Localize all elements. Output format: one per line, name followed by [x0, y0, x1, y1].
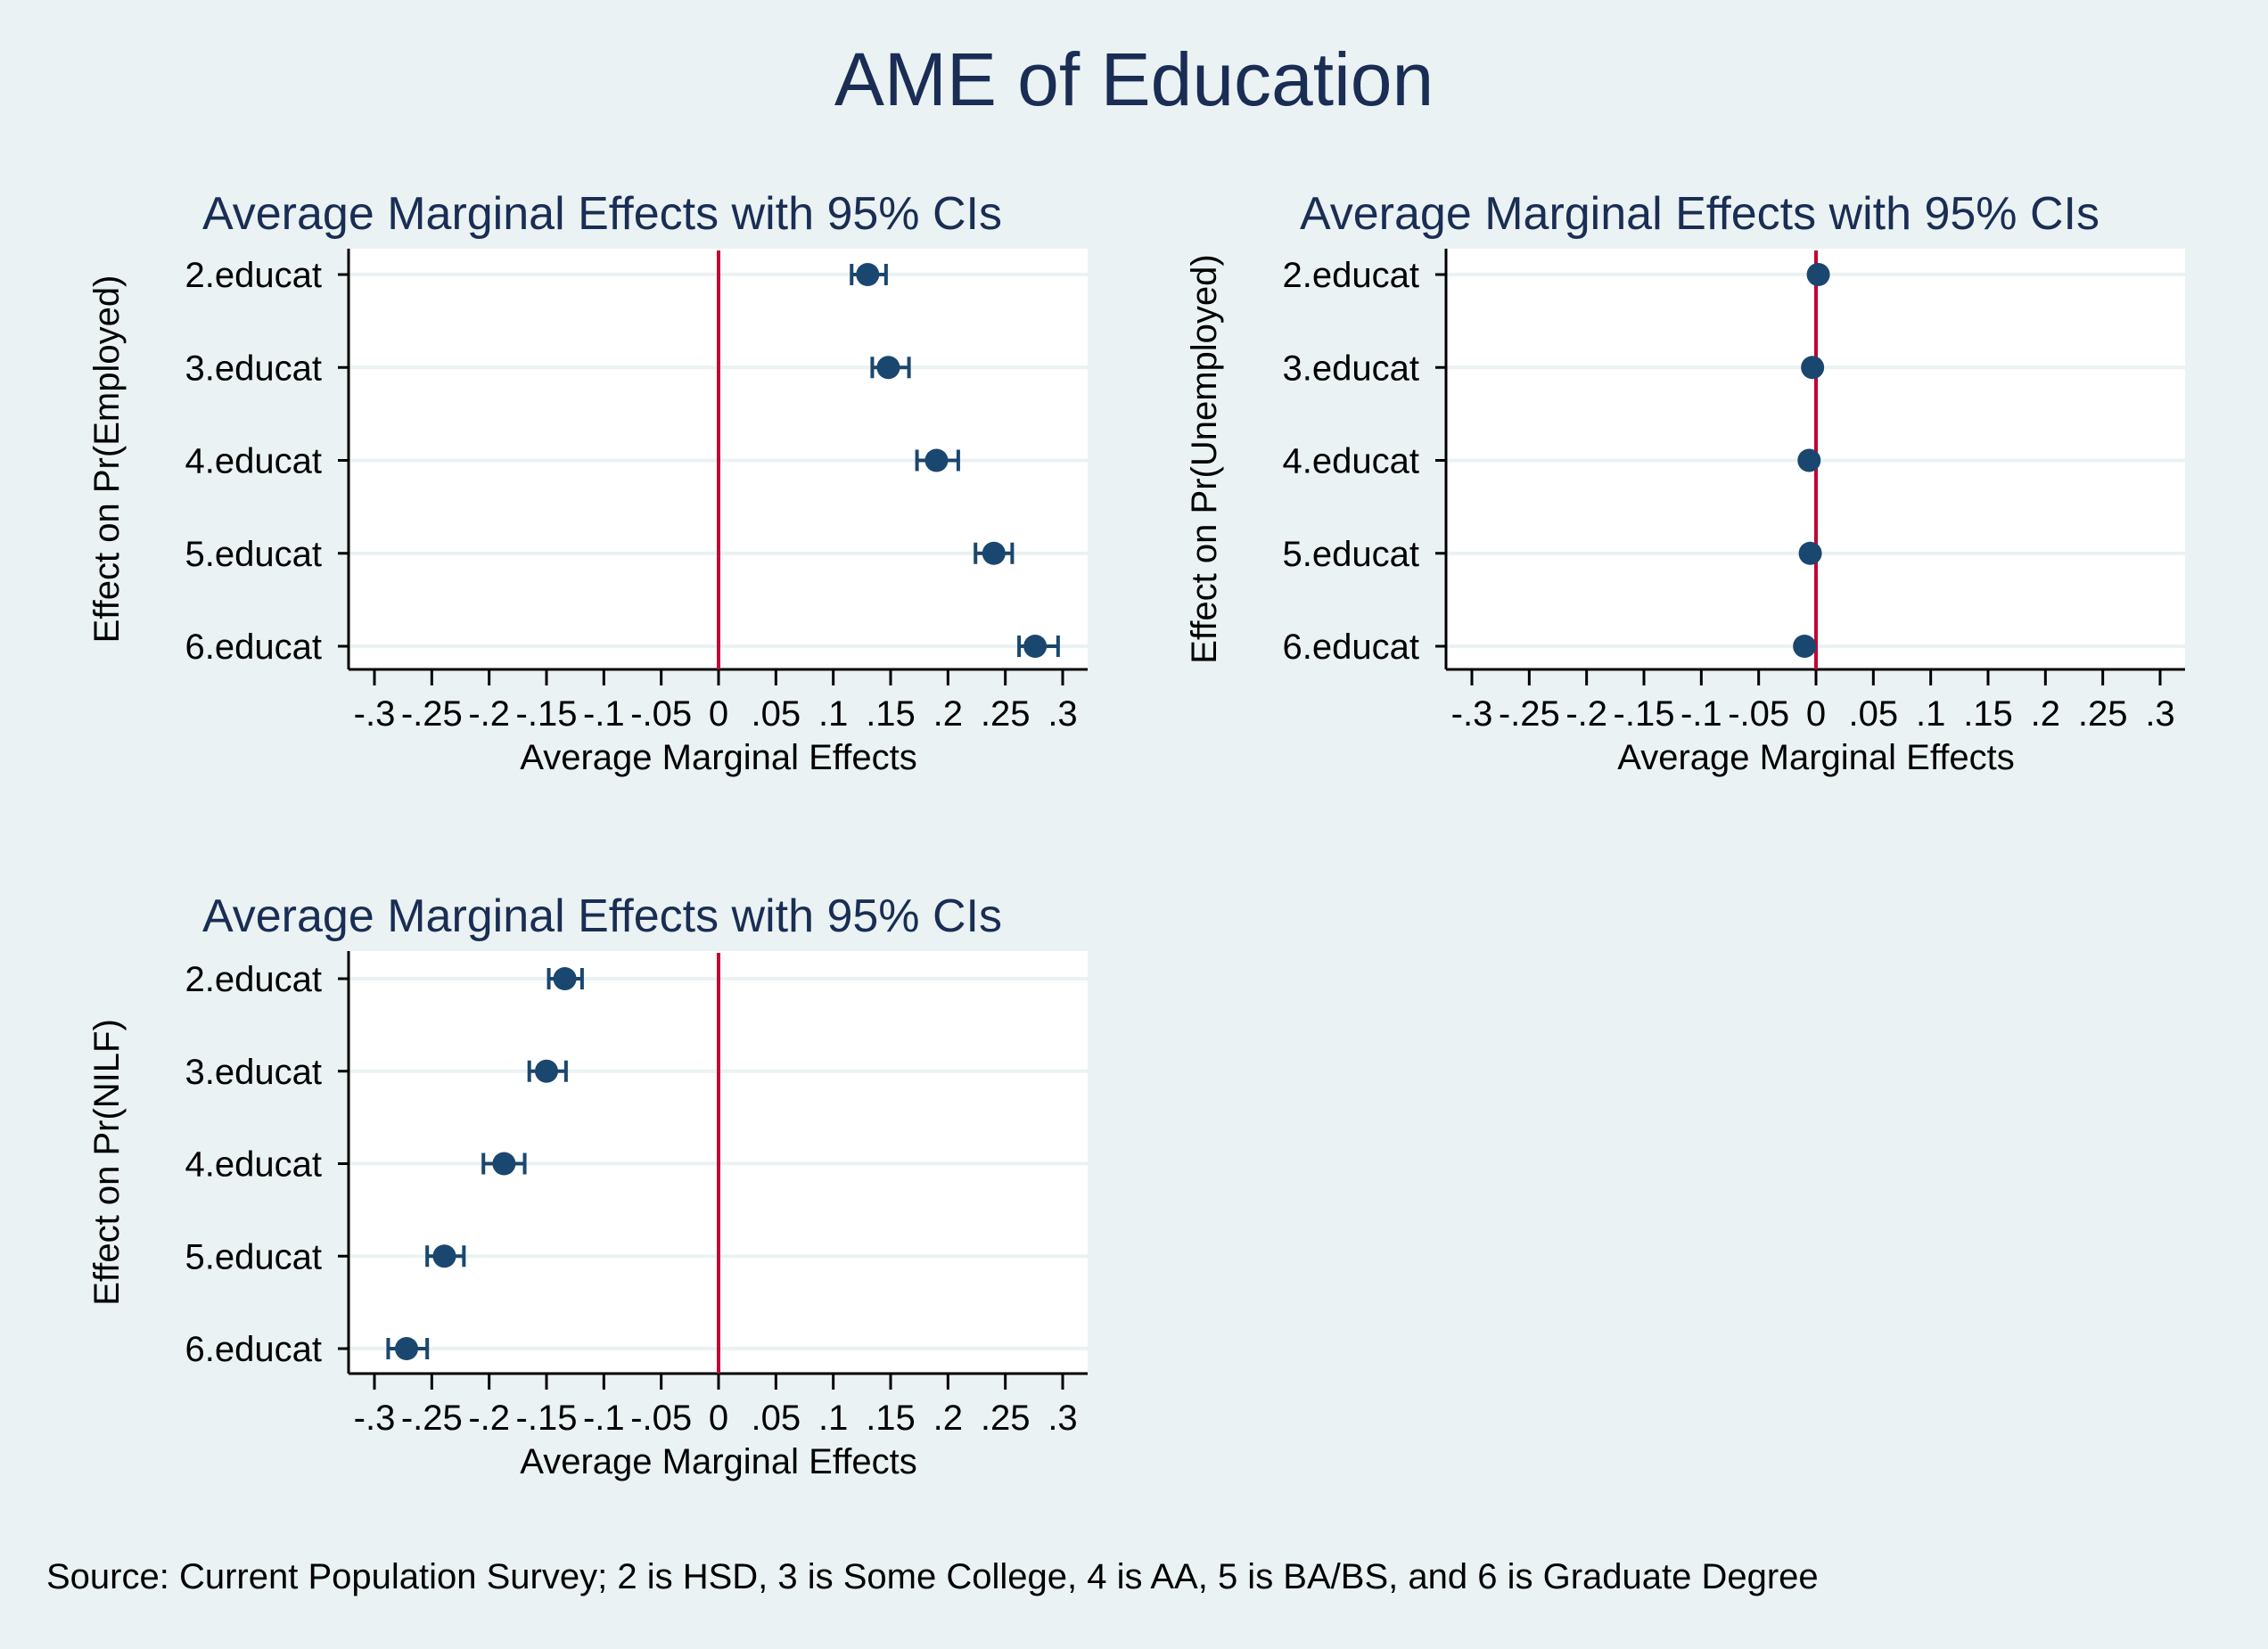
x-tick-label: .05 — [1849, 694, 1899, 734]
y-tick-label: 5.educat — [185, 1237, 322, 1276]
x-tick-label: 0 — [709, 1399, 728, 1438]
x-tick-label: -.25 — [401, 694, 463, 734]
data-point — [432, 1244, 456, 1268]
x-tick-label: .3 — [1048, 694, 1077, 734]
x-tick-label: .05 — [752, 1399, 801, 1438]
x-tick-label: .2 — [2031, 694, 2060, 734]
panel-1: Average Marginal Effects with 95% CIs 2.e… — [87, 188, 1088, 777]
x-tick-label: -.2 — [1565, 694, 1607, 734]
panel-title: Average Marginal Effects with 95% CIs — [1300, 188, 2100, 240]
y-axis-title: Effect on Pr(Unemployed) — [1185, 254, 1224, 663]
panel-3: Average Marginal Effects with 95% CIs 2.e… — [87, 890, 1088, 1481]
data-point — [856, 263, 880, 286]
source-note: Source: Current Population Survey; 2 is … — [46, 1557, 1819, 1596]
data-point — [492, 1152, 516, 1176]
data-point — [1801, 356, 1825, 380]
x-tick-label: -.3 — [1451, 694, 1493, 734]
x-tick-label: -.2 — [468, 694, 510, 734]
y-tick-label: 4.educat — [185, 1145, 322, 1185]
x-tick-label: .3 — [2145, 694, 2174, 734]
x-tick-label: 0 — [709, 694, 728, 734]
x-tick-label: .15 — [1963, 694, 2013, 734]
y-tick-label: 2.educat — [185, 960, 322, 999]
y-tick-label: 6.educat — [1283, 628, 1419, 667]
y-tick-label: 3.educat — [1283, 349, 1419, 388]
y-tick-label: 4.educat — [1283, 442, 1419, 481]
data-point — [876, 356, 900, 380]
x-tick-label: .2 — [933, 1399, 963, 1438]
y-tick-label: 2.educat — [1283, 256, 1419, 295]
y-tick-label: 6.educat — [185, 628, 322, 667]
x-tick-label: .1 — [818, 1399, 848, 1438]
x-tick-label: .3 — [1048, 1399, 1077, 1438]
x-axis-title: Average Marginal Effects — [520, 1442, 916, 1481]
data-point — [1023, 635, 1048, 658]
data-point — [553, 967, 577, 990]
x-tick-label: .1 — [818, 694, 848, 734]
x-tick-label: 0 — [1806, 694, 1826, 734]
x-tick-label: -.05 — [1728, 694, 1789, 734]
x-tick-label: -.1 — [583, 1399, 625, 1438]
x-tick-label: -.05 — [630, 1399, 692, 1438]
x-axis-title: Average Marginal Effects — [520, 738, 916, 777]
y-tick-label: 5.educat — [185, 535, 322, 574]
x-axis-title: Average Marginal Effects — [1617, 738, 2014, 777]
panel-title: Average Marginal Effects with 95% CIs — [202, 890, 1002, 942]
x-tick-label: .25 — [2078, 694, 2128, 734]
y-axis-title: Effect on Pr(NILF) — [87, 1019, 127, 1306]
x-tick-label: -.25 — [401, 1399, 463, 1438]
x-tick-label: -.3 — [354, 694, 396, 734]
data-point — [1806, 263, 1830, 286]
x-tick-label: -.15 — [1614, 694, 1675, 734]
x-tick-label: -.1 — [583, 694, 625, 734]
main-title: AME of Education — [834, 37, 1434, 121]
y-axis-title: Effect on Pr(Employed) — [87, 275, 127, 644]
x-tick-label: -.2 — [468, 1399, 510, 1438]
x-tick-label: .1 — [1916, 694, 1945, 734]
data-point — [535, 1059, 558, 1083]
x-tick-label: -.15 — [516, 1399, 578, 1438]
data-point — [1798, 541, 1822, 565]
panel-2: Average Marginal Effects with 95% CIs 2.e… — [1185, 188, 2185, 777]
x-tick-label: -.1 — [1680, 694, 1722, 734]
data-point — [1793, 635, 1817, 658]
x-tick-label: -.05 — [630, 694, 692, 734]
y-tick-label: 3.educat — [185, 349, 322, 388]
y-tick-label: 5.educat — [1283, 535, 1419, 574]
x-tick-label: -.15 — [516, 694, 578, 734]
data-point — [924, 448, 949, 472]
x-tick-label: .2 — [933, 694, 963, 734]
y-tick-label: 6.educat — [185, 1330, 322, 1369]
x-tick-label: -.25 — [1499, 694, 1560, 734]
x-tick-label: .15 — [866, 1399, 916, 1438]
y-tick-label: 2.educat — [185, 256, 322, 295]
data-point — [395, 1337, 419, 1360]
x-tick-label: .25 — [981, 1399, 1031, 1438]
x-tick-label: .05 — [752, 694, 801, 734]
x-tick-label: .25 — [981, 694, 1031, 734]
panel-title: Average Marginal Effects with 95% CIs — [202, 188, 1002, 240]
data-point — [1797, 448, 1821, 472]
y-tick-label: 4.educat — [185, 442, 322, 481]
data-point — [982, 541, 1006, 565]
x-tick-label: .15 — [866, 694, 916, 734]
y-tick-label: 3.educat — [185, 1053, 322, 1092]
x-tick-label: -.3 — [354, 1399, 396, 1438]
